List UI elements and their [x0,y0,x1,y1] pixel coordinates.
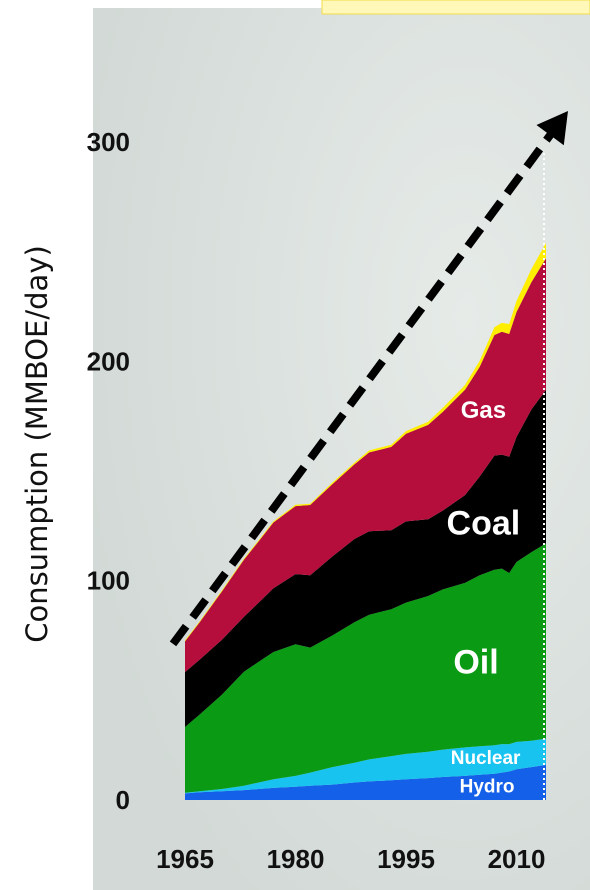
hydro-label: Hydro [460,776,515,797]
area-series-group [185,242,546,800]
y-tick-0: 0 [116,785,130,815]
gas-area [185,258,546,673]
x-tick-2010: 2010 [488,844,546,874]
coal-area [185,389,546,727]
series-labels: Gas Coal Oil Nuclear Hydro [447,397,522,798]
x-tick-labels: 1965 1980 1995 2010 [156,844,545,874]
trend-arrow [169,111,568,647]
oil-label: Oil [453,644,498,682]
x-tick-1965: 1965 [156,844,214,874]
trend-line-shaft [169,127,557,647]
y-axis-label: Consumption (MMBOE/day) [20,245,54,643]
y-tick-200: 200 [87,346,130,376]
hydro-area [185,764,546,800]
callout-box-fragment [321,0,590,15]
gas-label: Gas [461,397,506,424]
y-tick-100: 100 [87,566,130,596]
x-tick-1980: 1980 [267,844,325,874]
y-tick-labels: 0 100 200 300 [87,127,130,815]
oil-area [185,543,546,793]
nuclear-label: Nuclear [451,748,521,769]
trend-arrow-head [536,111,568,146]
coal-label: Coal [447,504,521,542]
nuclear-area [185,738,546,794]
y-tick-300: 300 [87,127,130,157]
x-tick-1995: 1995 [377,844,435,874]
